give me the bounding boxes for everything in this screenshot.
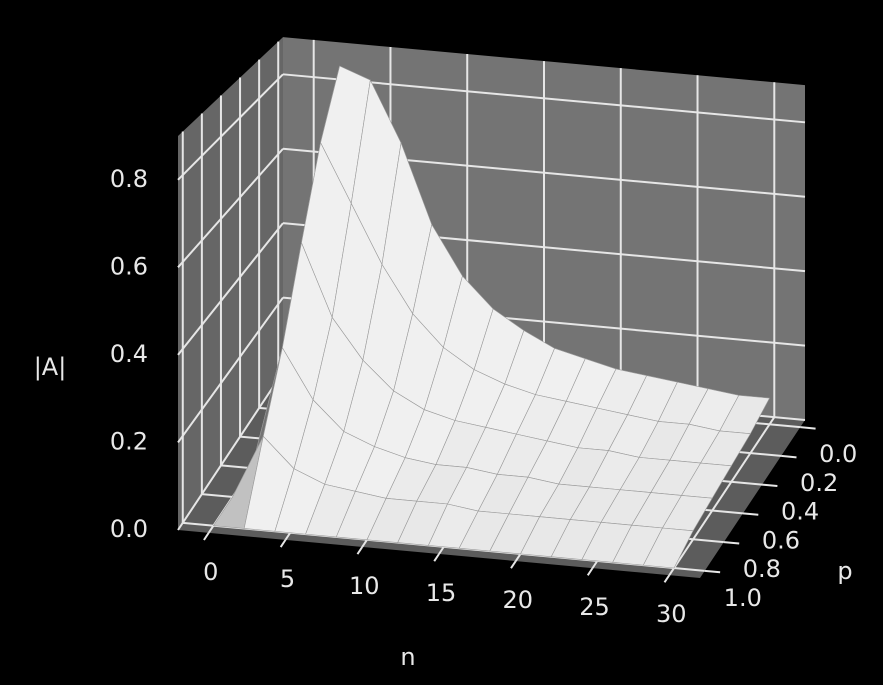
tick-mark: [663, 574, 671, 583]
z-tick-label: 0.2: [110, 427, 148, 455]
y-tick-label: 0.2: [800, 469, 838, 497]
tick-mark: [781, 454, 797, 459]
y-tick-label: 0.0: [819, 440, 857, 468]
y-tick-label: 0.4: [781, 498, 819, 526]
y-axis-label: p: [837, 557, 852, 585]
grid-line: [177, 371, 284, 531]
z-tick-label: 0.0: [110, 515, 148, 543]
tick-mark: [761, 483, 778, 488]
tick-mark: [704, 569, 721, 574]
tick-mark: [800, 426, 816, 430]
tick-mark: [433, 553, 440, 562]
x-tick-label: 0: [203, 558, 218, 586]
tick-mark: [279, 539, 287, 548]
surface-patch: [642, 527, 694, 569]
grid-line: [668, 416, 776, 576]
tick-mark: [586, 567, 594, 576]
grid-line: [177, 222, 284, 356]
x-tick-label: 25: [579, 593, 610, 621]
z-tick-label: 0.8: [110, 165, 148, 193]
tick-mark: [742, 512, 759, 516]
x-axis-label: n: [400, 643, 415, 671]
z-axis-label: |A|: [34, 353, 67, 381]
y-tick-label: 0.8: [743, 555, 781, 583]
z-tick-label: 0.4: [110, 340, 148, 368]
y-tick-label: 1.0: [724, 584, 762, 612]
grid-line: [177, 73, 284, 181]
z-tick-label: 0.6: [110, 252, 148, 280]
x-tick-label: 15: [426, 579, 457, 607]
x-tick-label: 30: [656, 600, 687, 628]
grid-line: [177, 296, 284, 444]
grid-line: [177, 148, 284, 268]
tick-mark: [356, 546, 364, 555]
x-tick-label: 10: [349, 572, 380, 600]
y-tick-label: 0.6: [762, 526, 800, 554]
x-tick-label: 5: [280, 565, 295, 593]
tick-mark: [510, 560, 517, 569]
tick-mark: [203, 532, 210, 541]
tick-mark: [723, 541, 740, 545]
x-tick-label: 20: [502, 586, 533, 614]
